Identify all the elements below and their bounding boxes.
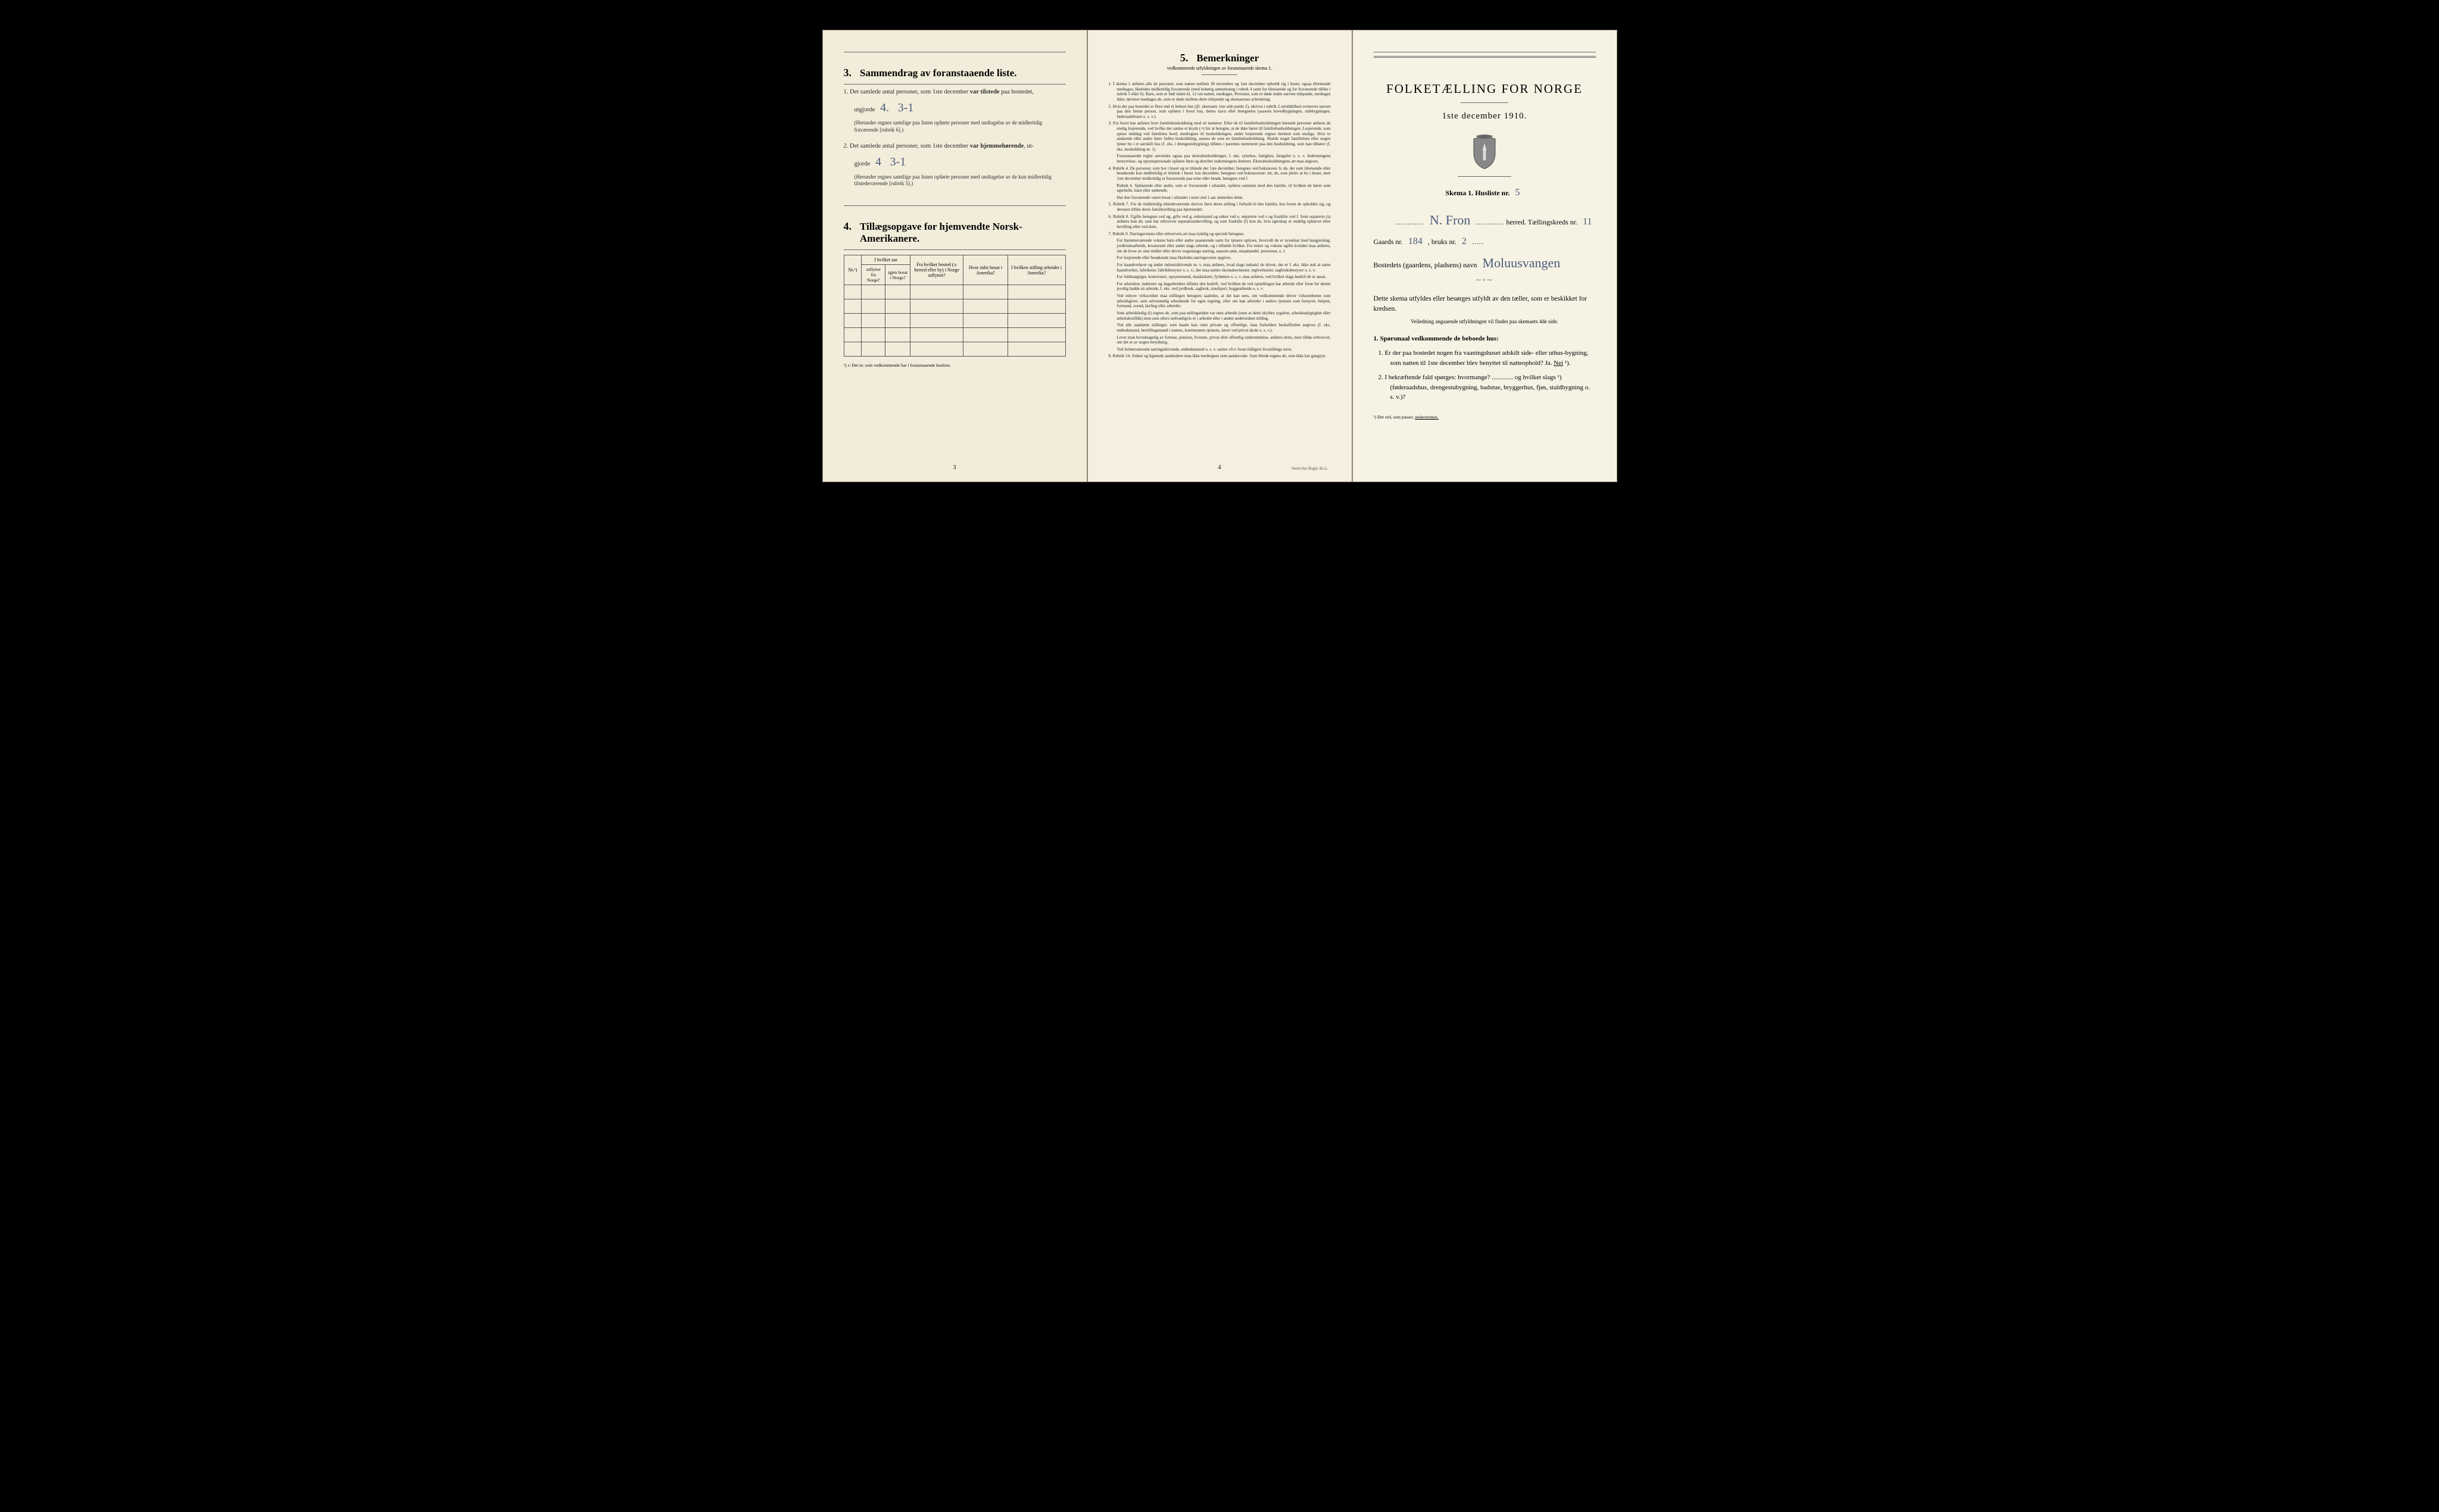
bem-2: 2. Hvis der paa bostedet er flere end ét…: [1109, 104, 1331, 120]
kreds-nr-hand: 11: [1579, 217, 1595, 227]
sec3-item1: 1. Det samlede antal personer, som 1ste …: [844, 88, 1066, 96]
section-4-num: 4.: [844, 220, 852, 233]
bem-7a: For hjemmeværende voksne barn eller andr…: [1109, 238, 1331, 254]
bem-3: 3. For hvert hus anføres hver familiehus…: [1109, 121, 1331, 152]
bem-7: 7. Rubrik 9. Næringsveiens eller erhverv…: [1109, 232, 1331, 237]
section-3-num: 3.: [844, 67, 852, 79]
hand-count-2a: 4: [872, 154, 885, 170]
bem-5: 5. Rubrik 7. For de midlertidig tilstede…: [1109, 202, 1331, 212]
bem-7j: Ved forhenværende næringsdrivende, embed…: [1109, 347, 1331, 352]
sec3-body: 1. Det samlede antal personer, som 1ste …: [844, 88, 1066, 188]
coat-rule: [1458, 176, 1511, 177]
shield-icon: [1470, 135, 1499, 170]
bem-7i: Lever man hovedsagelig av formue, pensio…: [1109, 335, 1331, 345]
bem-7f: Ved enhver virksomhet maa stillingen bet…: [1109, 293, 1331, 309]
sec3-item2: 2. Det samlede antal personer, som 1ste …: [844, 142, 1066, 151]
table-row: [844, 342, 1065, 357]
q1: 1. Er der paa bostedet nogen fra vaaning…: [1374, 348, 1596, 368]
skema-line: Skema 1. Husliste nr. 5: [1374, 188, 1596, 198]
bosted-hand: Moluusvangen: [1479, 255, 1564, 271]
bem-4c: Har den fraværende været bosat i utlande…: [1109, 195, 1331, 201]
bem-7g: Som arbeidsledig (l) regnes de, som paa …: [1109, 311, 1331, 321]
ornament: ⁓⚬⁓: [1374, 277, 1596, 283]
instruction-sub: Veiledning angaaende utfyldningen vil fi…: [1374, 318, 1596, 324]
bem-7b: For losjerende eller besøkende maa likel…: [1109, 255, 1331, 261]
th-stilling: I hvilken stilling arbeidet i Amerika?: [1008, 255, 1065, 285]
bem-7h: Ved alle saadanne stillinger, som baade …: [1109, 323, 1331, 333]
hero-rule: [1461, 102, 1508, 103]
coat-of-arms: [1374, 135, 1596, 170]
gaards-line: Gaards nr. 184 , bruks nr. 2 .....: [1374, 236, 1596, 247]
hand-count-1a: 4.: [877, 100, 893, 116]
hand-count-2b: 3-1: [887, 154, 910, 170]
printer-credit: Steen'ske Bogtr. Kr.a.: [1292, 466, 1328, 471]
table-row: [844, 299, 1065, 314]
gaards-nr-hand: 184: [1405, 236, 1426, 247]
bosted-line: Bostedets (gaardens, pladsens) navn Molu…: [1374, 255, 1596, 271]
sec4-rule: [844, 249, 1066, 250]
q-heading: 1. Spørsmaal vedkommende de beboede hus:: [1374, 334, 1596, 344]
th-year: I hvilket aar: [862, 255, 910, 265]
page-number-3: 3: [953, 464, 956, 471]
herred-line: ............ N. Fron ............ herred…: [1374, 213, 1596, 228]
bem-3b: Foranstaaende regler anvendes ogsaa paa …: [1109, 154, 1331, 164]
page-number-4: 4: [1218, 464, 1221, 471]
page-4: 5. Bemerkninger vedkommende utfyldningen…: [1087, 30, 1352, 482]
sec3-gjorde2: gjorde 4 3-1: [844, 154, 1066, 170]
bem-4b: Rubrik 6. Sjøfarende eller andre, som er…: [1109, 183, 1331, 193]
instruction-para: Dette skema utfyldes eller besørges utfy…: [1374, 294, 1596, 315]
bem-7e: For arbeidere, inderster og dagarbeidere…: [1109, 282, 1331, 292]
section-5-num: 5.: [1180, 52, 1189, 64]
th-amerika: Hvor sidst bosat i Amerika?: [963, 255, 1008, 285]
th-utflyttet: utflyttet fra Norge?: [862, 265, 885, 285]
sec3-utgjorde1: utgjorde 4. 3-1: [844, 100, 1066, 116]
emigrant-table: Nr.¹) I hvilket aar Fra hvilket bosted (…: [844, 255, 1066, 357]
th-nr: Nr.¹): [844, 255, 862, 285]
bem-7d: For fuldmægtiger, kontorister, opsynsmæn…: [1109, 274, 1331, 280]
bem-1: 1. I skema 1 anføres alle de personer, s…: [1109, 82, 1331, 102]
section-3-text: Sammendrag av foranstaaende liste.: [860, 67, 1016, 79]
census-date: 1ste december 1910.: [1374, 111, 1596, 121]
table-row: [844, 285, 1065, 299]
th-bosted: Fra hvilket bosted (ɔ: herred eller by) …: [910, 255, 963, 285]
herred-hand: N. Fron: [1426, 213, 1474, 228]
bem-6: 6. Rubrik 8. Ugifte betegnes ved ug, gif…: [1109, 214, 1331, 230]
q2: 2. I bekræftende fald spørges: hvormange…: [1374, 373, 1596, 402]
bemerkninger-body: 1. I skema 1 anføres alle de personer, s…: [1109, 80, 1331, 361]
bruks-nr-hand: 2: [1458, 236, 1470, 247]
table-row: [844, 314, 1065, 328]
questions-block: 1. Spørsmaal vedkommende de beboede hus:…: [1374, 334, 1596, 402]
cover-page: FOLKETÆLLING FOR NORGE 1ste december 191…: [1352, 30, 1617, 482]
footnote: ¹) Det ord, som passer, understrekes.: [1374, 414, 1596, 420]
cover-rule-top2: [1374, 56, 1596, 58]
bem-4: 4. Rubrik 4. De personer, som bor i huse…: [1109, 166, 1331, 182]
husliste-nr-hand: 5: [1511, 188, 1523, 198]
sec3-note2: (Herunder regnes samtlige paa listen opf…: [844, 174, 1066, 188]
section-4-text: Tillægsopgave for hjemvendte Norsk-Ameri…: [860, 221, 1066, 245]
hand-count-1b: 3-1: [894, 100, 918, 116]
section-5-sub: vedkommende utfyldningen av foranstaaend…: [1109, 65, 1331, 71]
sec3-rule: [844, 84, 1066, 85]
section-5-title: 5. Bemerkninger: [1109, 52, 1331, 64]
section-4-title: 4. Tillægsopgave for hjemvendte Norsk-Am…: [844, 220, 1066, 245]
page-3: 3. Sammendrag av foranstaaende liste. 1.…: [822, 30, 1087, 482]
mid-rule: [844, 205, 1066, 206]
bem-8: 8. Rubrik 14. Sinker og lignende aandssl…: [1109, 354, 1331, 359]
bem-7c: For haandverkere og andre industridriven…: [1109, 263, 1331, 273]
sec3-note1: (Herunder regnes samtlige paa listen opf…: [844, 120, 1066, 133]
section-5-text: Bemerkninger: [1196, 52, 1259, 64]
table-row: [844, 328, 1065, 342]
sec4-footnote: ¹) ɔ: Det nr. som vedkommende har i fora…: [844, 363, 1066, 368]
census-title: FOLKETÆLLING FOR NORGE: [1374, 82, 1596, 96]
emigrant-tbody: [844, 285, 1065, 357]
section-3-title: 3. Sammendrag av foranstaaende liste.: [844, 67, 1066, 79]
sec5-rule: [1202, 74, 1237, 75]
document-spread: 3. Sammendrag av foranstaaende liste. 1.…: [822, 30, 1617, 482]
th-igjen: igjen bosat i Norge?: [885, 265, 910, 285]
